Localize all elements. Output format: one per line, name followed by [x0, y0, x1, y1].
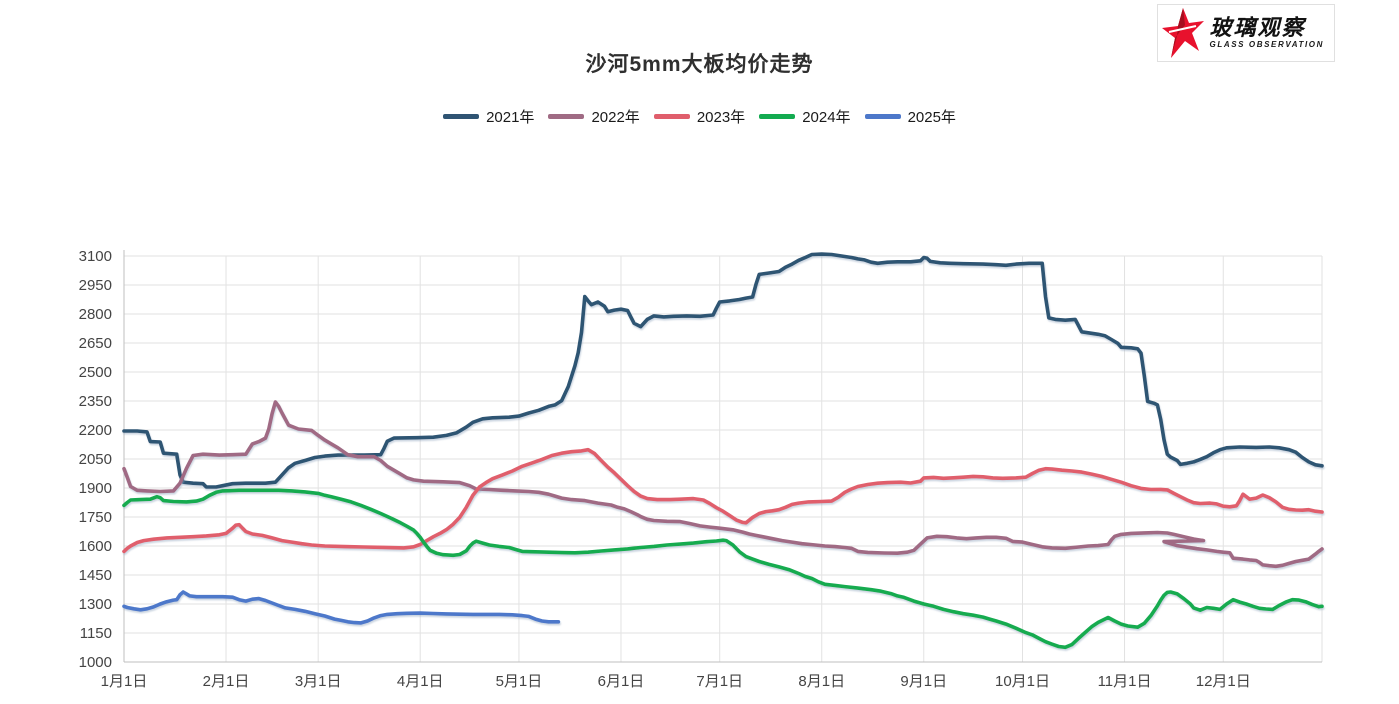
- y-axis-tick-label: 2200: [79, 422, 112, 439]
- legend-swatch-icon: [864, 114, 901, 119]
- glass-observation-logo: 玻璃观察 GLASS OBSERVATION: [1156, 4, 1335, 62]
- legend-label: 2024年: [802, 109, 851, 126]
- x-axis-tick-label: 3月1日: [295, 673, 342, 690]
- y-axis-tick-label: 2500: [79, 364, 112, 381]
- logo-en-title: GLASS OBSERVATION: [1209, 40, 1324, 49]
- x-axis-tick-label: 8月1日: [798, 673, 845, 690]
- y-axis-tick-label: 2350: [79, 393, 112, 410]
- logo-text: 玻璃观察 GLASS OBSERVATION: [1210, 17, 1324, 49]
- x-axis-tick-label: 11月1日: [1098, 673, 1152, 690]
- y-axis-tick-label: 1000: [79, 654, 112, 671]
- chart-legend: 2021年 2022年 2023年 2024年 2025年: [0, 106, 1399, 127]
- legend-item-2022: 2022年: [548, 106, 640, 127]
- series-line-2021: [122, 252, 1324, 489]
- chart-title: 沙河5mm大板均价走势: [585, 53, 814, 76]
- y-axis-tick-label: 2650: [79, 335, 112, 352]
- series-line-2022: [122, 400, 1324, 569]
- series-layer: [122, 252, 1324, 650]
- legend-swatch-icon: [759, 114, 796, 119]
- y-axis-tick-label: 1450: [79, 567, 112, 584]
- x-axis-tick-label: 1月1日: [101, 673, 148, 690]
- legend-item-2024: 2024年: [759, 106, 851, 127]
- x-axis-tick-label: 5月1日: [496, 673, 543, 690]
- axis-layer: 1000 1150 1300 1450 1600 1750 1900 2050 2200 2350…: [79, 248, 1322, 690]
- series-line-2024: [122, 488, 1324, 650]
- x-axis-tick-label: 2月1日: [203, 673, 250, 690]
- y-axis-tick-label: 1750: [79, 509, 112, 526]
- y-axis-tick-label: 2800: [79, 306, 112, 323]
- legend-item-2025: 2025年: [864, 106, 956, 127]
- y-axis-tick-label: 1600: [79, 538, 112, 555]
- x-axis-tick-label: 9月1日: [900, 673, 947, 690]
- x-axis-tick-label: 4月1日: [397, 673, 444, 690]
- legend-label: 2021年: [486, 109, 535, 126]
- y-axis-tick-label: 1900: [79, 480, 112, 497]
- x-axis-tick-label: 7月1日: [696, 673, 743, 690]
- series-line-2025: [122, 590, 561, 625]
- y-axis-tick-label: 2950: [79, 277, 112, 294]
- y-axis-tick-label: 2050: [79, 451, 112, 468]
- y-axis-tick-label: 1150: [80, 625, 112, 642]
- legend-swatch-icon: [443, 114, 480, 119]
- legend-label: 2023年: [696, 109, 746, 126]
- series-line-2023: [122, 447, 1324, 554]
- legend-label: 2022年: [591, 109, 640, 126]
- x-axis-tick-label: 10月1日: [995, 673, 1050, 690]
- x-axis-tick-label: 6月1日: [598, 673, 645, 690]
- legend-item-2023: 2023年: [653, 106, 746, 127]
- y-axis-tick-label: 3100: [79, 248, 112, 265]
- legend-swatch-icon: [653, 114, 690, 119]
- y-axis-tick-label: 1300: [79, 596, 112, 613]
- x-axis-tick-label: 12月1日: [1196, 673, 1251, 690]
- legend-swatch-icon: [548, 114, 585, 119]
- logo-star-icon: [1161, 8, 1204, 58]
- legend-label: 2025年: [907, 109, 956, 126]
- legend-item-2021: 2021年: [443, 106, 534, 127]
- logo-cn-title: 玻璃观察: [1209, 15, 1306, 40]
